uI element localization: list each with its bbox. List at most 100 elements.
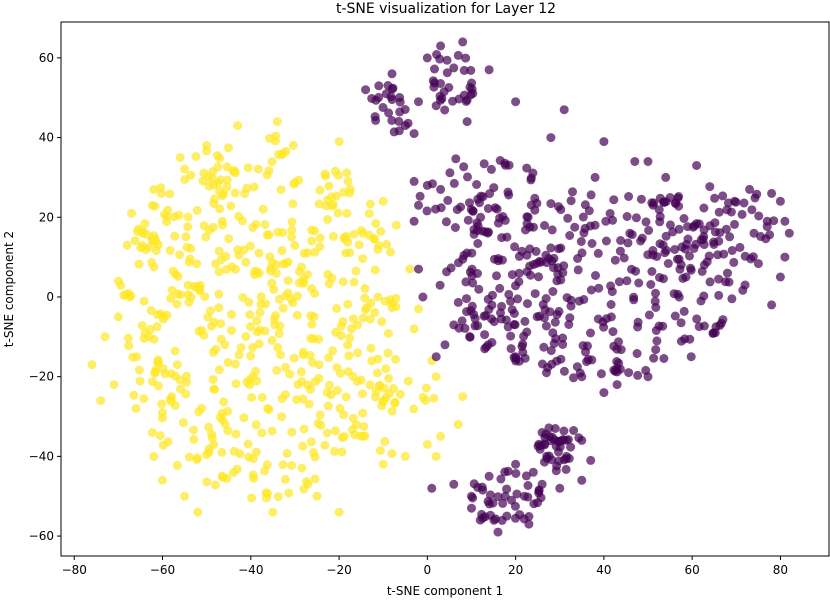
- data-point-purple: [479, 159, 489, 169]
- data-point-purple: [631, 213, 641, 223]
- data-point-yellow: [405, 264, 415, 274]
- data-point-purple: [658, 321, 668, 331]
- data-point-yellow: [248, 454, 258, 464]
- data-point-yellow: [182, 371, 191, 381]
- data-point-yellow: [175, 250, 184, 260]
- data-point-yellow: [306, 437, 316, 447]
- data-point-yellow: [431, 372, 441, 382]
- data-point-purple: [633, 370, 643, 380]
- data-point-purple: [468, 278, 478, 288]
- data-point-yellow: [280, 474, 290, 484]
- data-point-yellow: [223, 357, 233, 367]
- data-point-yellow: [296, 367, 306, 377]
- data-point-purple: [387, 116, 397, 125]
- data-point-yellow: [250, 270, 260, 280]
- data-point-purple: [422, 53, 432, 63]
- x-tick-label: 80: [773, 563, 788, 577]
- data-point-yellow: [360, 283, 370, 293]
- data-point-yellow: [400, 451, 410, 461]
- data-point-yellow: [284, 488, 294, 498]
- data-point-purple: [532, 312, 542, 322]
- data-point-purple: [767, 188, 777, 198]
- data-point-purple: [681, 272, 691, 282]
- data-point-yellow: [183, 280, 193, 290]
- data-point-yellow: [343, 340, 353, 350]
- data-point-purple: [564, 320, 574, 329]
- data-point-yellow: [339, 432, 349, 441]
- data-point-purple: [606, 281, 616, 291]
- data-point-yellow: [246, 322, 255, 331]
- data-point-yellow: [200, 292, 210, 302]
- data-point-yellow: [409, 404, 419, 414]
- data-point-yellow: [289, 353, 299, 363]
- data-point-yellow: [429, 393, 439, 403]
- data-point-purple: [442, 55, 452, 65]
- data-point-purple: [473, 194, 483, 204]
- data-point-purple: [533, 498, 542, 508]
- data-point-yellow: [359, 421, 369, 431]
- data-point-yellow: [310, 474, 320, 484]
- data-point-yellow: [277, 394, 287, 404]
- data-point-yellow: [356, 226, 366, 235]
- data-point-purple: [566, 295, 576, 305]
- data-point-purple: [547, 432, 557, 442]
- data-point-purple: [506, 296, 515, 306]
- x-tick-label: −20: [326, 563, 351, 577]
- data-point-purple: [431, 352, 441, 362]
- data-point-yellow: [246, 351, 256, 361]
- data-point-yellow: [234, 250, 244, 260]
- data-point-purple: [498, 498, 508, 508]
- data-point-yellow: [185, 254, 195, 264]
- data-point-yellow: [222, 175, 232, 185]
- data-point-yellow: [267, 258, 277, 268]
- data-point-yellow: [309, 448, 318, 457]
- data-point-yellow: [358, 254, 368, 264]
- data-point-yellow: [384, 373, 394, 383]
- data-point-yellow: [276, 185, 286, 195]
- data-point-yellow: [276, 350, 285, 360]
- data-point-purple: [623, 238, 633, 248]
- data-point-purple: [495, 283, 505, 293]
- data-point-purple: [513, 294, 523, 304]
- data-point-yellow: [189, 434, 199, 444]
- data-point-yellow: [243, 439, 253, 449]
- data-point-yellow: [358, 313, 368, 323]
- data-point-yellow: [320, 440, 330, 450]
- data-point-purple: [624, 368, 634, 378]
- data-point-purple: [609, 195, 619, 205]
- data-point-purple: [619, 253, 629, 263]
- data-point-purple: [568, 187, 577, 197]
- data-point-yellow: [307, 319, 317, 329]
- data-point-yellow: [109, 380, 119, 390]
- data-point-purple: [651, 288, 660, 298]
- data-point-purple: [775, 196, 785, 206]
- data-point-purple: [739, 198, 749, 208]
- data-point-purple: [565, 231, 575, 240]
- data-point-purple: [483, 228, 493, 238]
- data-point-purple: [754, 211, 764, 221]
- data-point-yellow: [264, 134, 274, 143]
- data-point-purple: [737, 209, 747, 219]
- data-point-yellow: [304, 399, 314, 409]
- data-point-purple: [467, 503, 476, 513]
- data-point-yellow: [281, 291, 290, 301]
- data-point-yellow: [366, 298, 376, 308]
- data-point-purple: [418, 292, 428, 302]
- data-point-purple: [769, 216, 779, 226]
- data-point-yellow: [171, 269, 181, 279]
- data-point-purple: [530, 193, 540, 203]
- data-point-purple: [473, 321, 483, 331]
- data-point-purple: [714, 207, 724, 217]
- data-point-purple: [569, 426, 579, 435]
- data-point-yellow: [431, 451, 441, 461]
- data-point-yellow: [245, 310, 255, 320]
- data-point-yellow: [208, 375, 218, 384]
- data-point-purple: [459, 90, 469, 100]
- data-point-yellow: [251, 420, 261, 430]
- data-point-purple: [501, 160, 510, 170]
- data-point-purple: [509, 309, 519, 318]
- data-point-yellow: [259, 466, 269, 476]
- data-point-purple: [661, 172, 671, 182]
- data-point-yellow: [222, 162, 232, 172]
- data-point-yellow: [324, 380, 334, 390]
